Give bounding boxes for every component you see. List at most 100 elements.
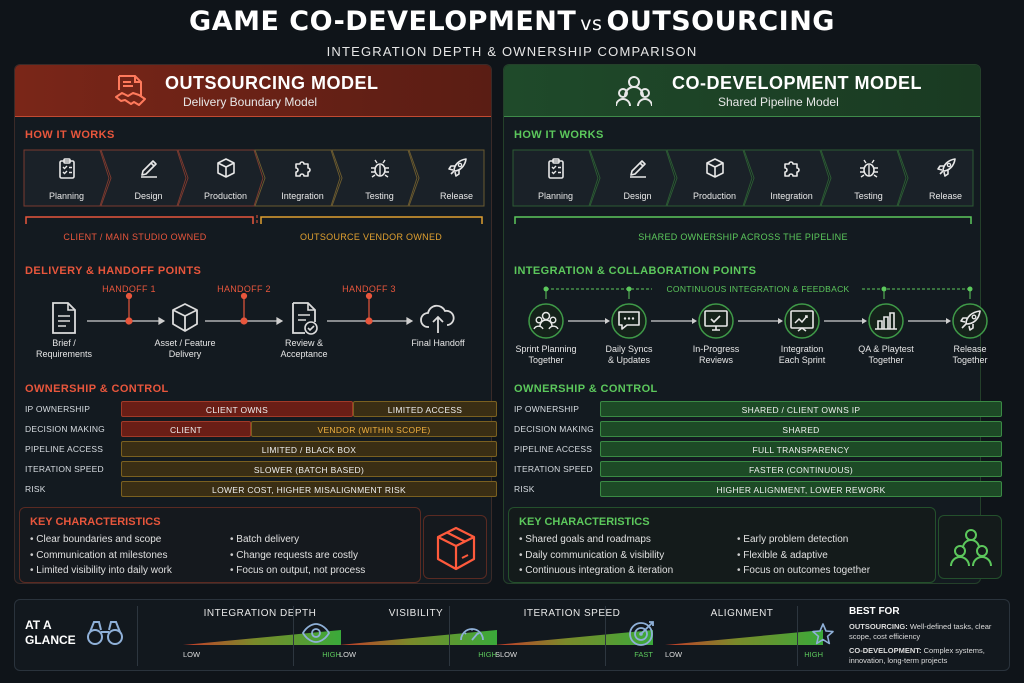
ownership-key: ITERATION SPEED bbox=[514, 464, 593, 474]
outsourcing-header: OUTSOURCING MODEL Delivery Boundary Mode… bbox=[15, 65, 491, 117]
stage-planning: Planning bbox=[512, 149, 599, 207]
ownership-row: DECISION MAKING SHARED bbox=[514, 421, 1002, 437]
rocket-icon bbox=[952, 303, 988, 339]
best-out-label: OUTSOURCING: bbox=[849, 622, 908, 631]
stage-production: Production bbox=[666, 149, 753, 207]
monitor-check-icon bbox=[698, 303, 734, 339]
co-development-subtitle: Shared Pipeline Model bbox=[718, 95, 839, 109]
outsourcing-title: OUTSOURCING MODEL bbox=[165, 73, 379, 93]
collab-node: QA & Playtest Together bbox=[850, 303, 922, 366]
binoculars-icon bbox=[87, 621, 123, 645]
node-line2: Delivery bbox=[168, 349, 202, 359]
ownership-bar: FULL TRANSPARENCY bbox=[600, 441, 1002, 457]
shared-ownership-bracket bbox=[514, 216, 972, 224]
ownership-key: DECISION MAKING bbox=[514, 424, 594, 434]
title-vs: vs bbox=[580, 13, 603, 35]
document-check-icon bbox=[292, 302, 318, 335]
glance-high-label: HIGH bbox=[804, 650, 823, 659]
key-item: Shared goals and roadmaps bbox=[519, 532, 673, 548]
node-line1: Release bbox=[953, 344, 987, 354]
stage-label: Integration bbox=[770, 191, 813, 201]
ownership-row: PIPELINE ACCESS FULL TRANSPARENCY bbox=[514, 441, 1002, 457]
best-for-outsourcing: OUTSOURCING: Well-defined tasks, clear s… bbox=[849, 622, 1005, 642]
key-item: Focus on output, not process bbox=[230, 563, 365, 579]
co-development-header: CO-DEVELOPMENT MODEL Shared Pipeline Mod… bbox=[504, 65, 980, 117]
rocket-icon bbox=[447, 158, 467, 177]
eye-icon bbox=[301, 623, 331, 643]
ownership-row: RISK LOWER COST, HIGHER MISALIGNMENT RISK bbox=[25, 481, 497, 497]
glance-gradient-bar bbox=[495, 630, 653, 645]
key-col1: Clear boundaries and scope Communication… bbox=[30, 532, 172, 579]
ownership-vendor-bar: VENDOR (WITHIN SCOPE) bbox=[251, 421, 497, 437]
key-item: Clear boundaries and scope bbox=[30, 532, 172, 548]
how-it-works-heading: HOW IT WORKS bbox=[514, 129, 604, 141]
stage-planning: Planning bbox=[23, 149, 110, 207]
glance-low-label: SLOW bbox=[495, 650, 518, 659]
title-part1: GAME CO-DEVELOPMENT bbox=[189, 6, 577, 37]
ownership-row: ITERATION SPEED FASTER (CONTINUOUS) bbox=[514, 461, 1002, 477]
glance-metric-title: INTEGRATION DEPTH bbox=[203, 608, 317, 619]
node-line2: Acceptance bbox=[280, 349, 328, 359]
key-heading: KEY CHARACTERISTICS bbox=[30, 516, 161, 528]
stage-release: Release bbox=[897, 149, 984, 207]
glance-metric: VISIBILITY LOW HIGH bbox=[301, 600, 497, 670]
collab-node: Integration Each Sprint bbox=[766, 303, 838, 366]
ownership-key: IP OWNERSHIP bbox=[25, 404, 91, 414]
ownership-key: RISK bbox=[25, 484, 46, 494]
stage-label: Release bbox=[928, 191, 963, 201]
stage-label: Production bbox=[203, 191, 248, 201]
node-line1: Final Handoff bbox=[411, 338, 465, 348]
cloud-upload-icon bbox=[420, 304, 455, 333]
node-line2: Reviews bbox=[698, 355, 733, 365]
ownership-bar: SHARED / CLIENT OWNS IP bbox=[600, 401, 1002, 417]
gauge-icon bbox=[460, 628, 484, 641]
vendor-owned-label: OUTSOURCE VENDOR OWNED bbox=[299, 232, 443, 242]
puzzle-icon bbox=[783, 161, 800, 177]
best-for-title: BEST FOR bbox=[849, 606, 900, 617]
glance-metric: ALIGNMENT LOW HIGH bbox=[627, 600, 823, 670]
handoff-node-review: Review & Acceptance bbox=[269, 301, 339, 360]
node-line2: Together bbox=[528, 355, 564, 365]
key-col2: Early problem detection Flexible & adapt… bbox=[737, 532, 870, 579]
node-line1: In-Progress bbox=[692, 344, 740, 354]
continuous-feedback-line bbox=[543, 286, 973, 299]
node-line1: Asset / Feature bbox=[154, 338, 216, 348]
collab-heading: INTEGRATION & COLLABORATION POINTS bbox=[514, 265, 757, 277]
ownership-bar: FASTER (CONTINUOUS) bbox=[600, 461, 1002, 477]
handshake-document-icon bbox=[115, 75, 146, 106]
ownership-key: DECISION MAKING bbox=[25, 424, 105, 434]
stage-release: Release bbox=[408, 149, 495, 207]
key-heading: KEY CHARACTERISTICS bbox=[519, 516, 650, 528]
glance-low-label: LOW bbox=[665, 650, 683, 659]
node-line2: Together bbox=[952, 355, 988, 365]
node-line2: Together bbox=[868, 355, 904, 365]
co-development-title: CO-DEVELOPMENT MODEL bbox=[672, 73, 923, 93]
ownership-key: PIPELINE ACCESS bbox=[514, 444, 593, 454]
key-item: Focus on outcomes together bbox=[737, 563, 870, 579]
glance-title: AT A GLANCE bbox=[25, 618, 76, 648]
ownership-bar: LOWER COST, HIGHER MISALIGNMENT RISK bbox=[121, 481, 497, 497]
stage-label: Testing bbox=[365, 191, 394, 201]
outsourcing-panel: OUTSOURCING MODEL Delivery Boundary Mode… bbox=[14, 64, 497, 584]
glance-low-label: LOW bbox=[183, 650, 201, 659]
handoff-arrows bbox=[87, 293, 414, 326]
chart-icon bbox=[868, 303, 904, 339]
stage-label: Release bbox=[439, 191, 474, 201]
stage-label: Design bbox=[134, 191, 163, 201]
collab-node: Sprint Planning Together bbox=[510, 303, 582, 366]
ownership-client-bar: CLIENT bbox=[121, 421, 251, 437]
stage-design: Design bbox=[100, 149, 187, 207]
box-icon bbox=[436, 526, 476, 571]
glance-high-label: HIGH bbox=[478, 650, 497, 659]
ownership-key: IP OWNERSHIP bbox=[514, 404, 580, 414]
rocket-icon bbox=[936, 158, 956, 177]
glance-metric: INTEGRATION DEPTH LOW HIGH bbox=[145, 600, 341, 670]
ownership-bar: LIMITED / BLACK BOX bbox=[121, 441, 497, 457]
collab-node: Release Together bbox=[934, 303, 1006, 366]
stage-integration: Integration bbox=[254, 149, 341, 207]
best-out-text: Well-defined tasks, clear scope, cost ef… bbox=[849, 622, 992, 641]
key-col1: Shared goals and roadmaps Daily communic… bbox=[519, 532, 673, 579]
node-line1: Sprint Planning bbox=[515, 344, 577, 354]
glance-title-line1: AT A bbox=[25, 618, 52, 632]
ownership-bar: SLOWER (BATCH BASED) bbox=[121, 461, 497, 477]
